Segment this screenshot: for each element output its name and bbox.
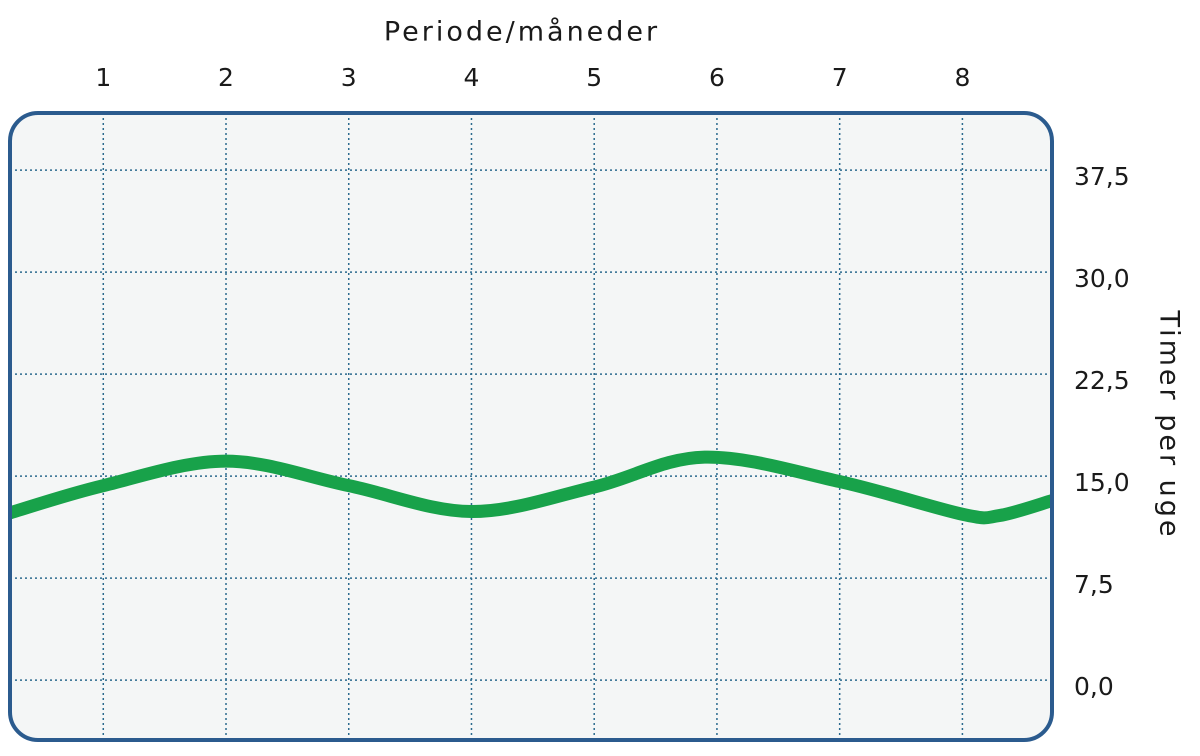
y-tick-label: 7,5 (1074, 570, 1114, 599)
y-tick-label: 22,5 (1074, 366, 1130, 395)
y-tick-label: 0,0 (1074, 672, 1114, 701)
x-tick-label: 8 (954, 63, 970, 92)
x-tick-label: 2 (218, 63, 234, 92)
x-tick-label: 4 (464, 63, 480, 92)
y-tick-label: 37,5 (1074, 162, 1130, 191)
x-tick-label: 1 (95, 63, 111, 92)
plot-border (8, 111, 1054, 742)
y-tick-label: 15,0 (1074, 468, 1130, 497)
x-tick-label: 7 (832, 63, 848, 92)
x-tick-label: 6 (709, 63, 725, 92)
x-tick-label: 5 (586, 63, 602, 92)
y-axis-title: Timer per uge (1154, 309, 1185, 539)
x-axis-title: Periode/måneder (384, 17, 660, 48)
grid (10, 113, 1052, 740)
plot-background (10, 113, 1052, 740)
data-line (10, 450, 1052, 525)
series-layer (10, 450, 1052, 525)
x-tick-label: 3 (341, 63, 357, 92)
y-tick-label: 30,0 (1074, 264, 1130, 293)
